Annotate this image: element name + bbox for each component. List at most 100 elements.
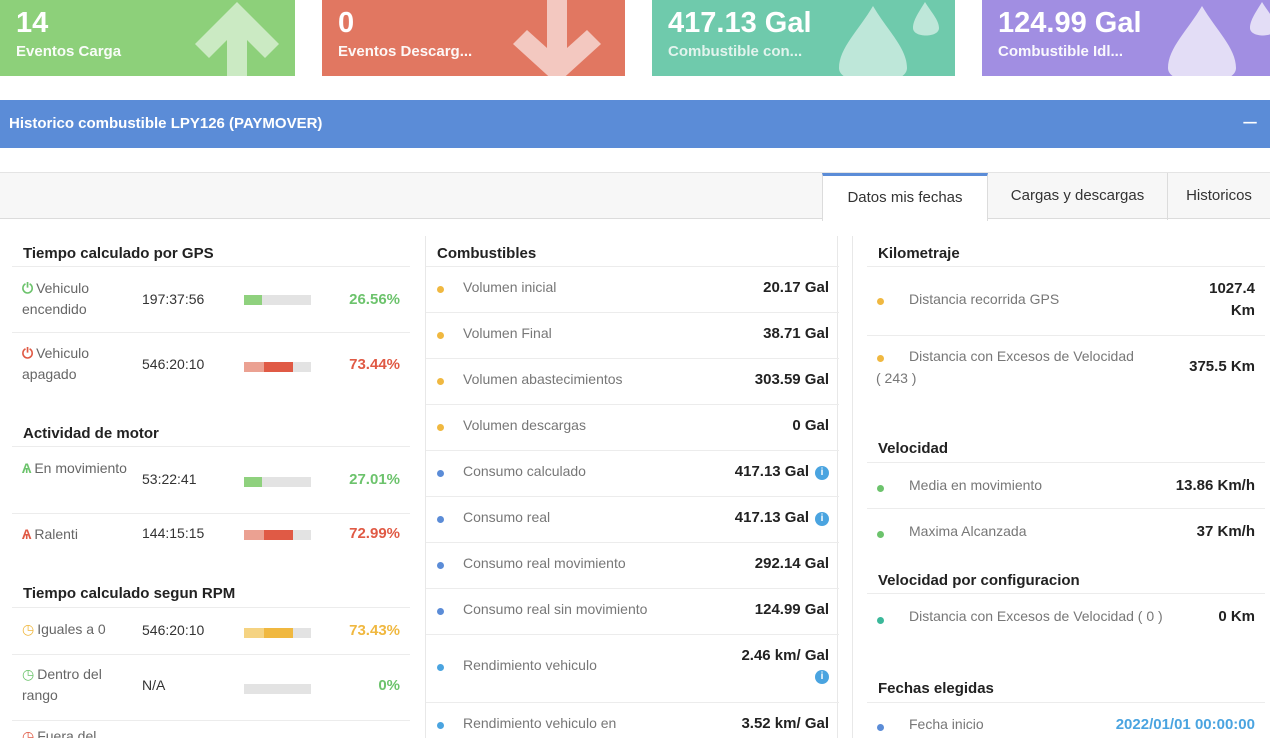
bullet-dot	[437, 286, 444, 293]
card-combustible-consumo[interactable]: 417.13 Gal Combustible con...	[652, 0, 955, 76]
tab-historicos[interactable]: Historicos	[1186, 187, 1252, 204]
bullet-dot	[437, 722, 444, 729]
divider	[426, 634, 839, 635]
row-value: 1027.4 Km	[1209, 280, 1255, 319]
row-label: Rendimiento vehiculo en	[463, 715, 617, 731]
divider	[12, 332, 410, 333]
row-label: ◷ Dentro del rango	[22, 666, 102, 703]
row-dentro-del-rango: ◷ Dentro del rango N/A 0%	[12, 664, 410, 720]
row-label: Consumo calculado	[463, 463, 586, 479]
bullet-dot	[877, 724, 884, 731]
arrow-up-icon	[195, 2, 279, 76]
divider	[426, 358, 839, 359]
row-ralenti: Ѧ Ralenti 144:15:15 72.99%	[12, 522, 410, 552]
info-icon[interactable]: i	[815, 670, 829, 684]
road-icon: Ѧ	[22, 526, 32, 542]
row-label: ⏻ Vehiculo apagado	[22, 345, 90, 382]
divider	[12, 513, 410, 514]
row-value: 0 Km	[1218, 608, 1255, 625]
divider	[426, 542, 839, 543]
row-value: 303.59 Gal	[754, 371, 829, 388]
row-percent: 73.44%	[349, 356, 400, 373]
card-number: 417.13 Gal	[668, 7, 812, 39]
card-eventos-carga[interactable]: 14 Eventos Carga	[0, 0, 295, 76]
row-rendimiento-vehiculo-en: Rendimiento vehiculo en 3.52 km/ Gal	[426, 703, 839, 738]
row-label: Ѧ Ralenti	[22, 526, 78, 542]
row-time: 546:20:10	[142, 356, 205, 372]
power-icon: ⏻	[22, 280, 34, 296]
row-sublabel: ( 243 )	[876, 370, 917, 386]
divider	[867, 702, 1265, 703]
progress-fill	[244, 295, 262, 305]
bullet-dot	[437, 608, 444, 615]
tab-datos-mis-fechas[interactable]: Datos mis fechas	[822, 173, 988, 221]
divider	[867, 335, 1265, 336]
progress-fill	[263, 362, 294, 372]
divider	[12, 266, 410, 267]
card-number: 124.99 Gal	[998, 7, 1142, 39]
row-label: ◷ Iguales a 0	[22, 621, 106, 637]
card-label: Combustible Idl...	[998, 43, 1124, 60]
row-label: Consumo real	[463, 509, 551, 525]
bullet-dot	[437, 516, 444, 523]
info-icon[interactable]: i	[815, 466, 829, 480]
progress-bar	[244, 362, 311, 372]
row-volumen-descargas: Volumen descargas 0 Gal	[426, 405, 839, 451]
tab-cargas-descargas[interactable]: Cargas y descargas	[988, 173, 1168, 220]
collapse-button[interactable]: –	[1243, 108, 1257, 135]
row-label: Distancia con Excesos de Velocidad	[909, 348, 1134, 364]
row-percent: 72.99%	[349, 525, 400, 542]
row-consumo-real: Consumo real 417.13 Gal i	[426, 497, 839, 543]
panel-title: Historico combustible LPY126 (PAYMOVER)	[9, 115, 323, 132]
row-percent: 26.56%	[349, 291, 400, 308]
bullet-dot	[437, 664, 444, 671]
row-consumo-real-movimiento: Consumo real movimiento 292.14 Gal	[426, 543, 839, 589]
row-maxima-alcanzada: Maxima Alcanzada 37 Km/h	[867, 518, 1265, 550]
divider	[12, 446, 410, 447]
row-rendimiento-vehiculo: Rendimiento vehiculo 2.46 km/ Gal i	[426, 635, 839, 703]
row-percent: 27.01%	[349, 471, 400, 488]
row-label: Consumo real movimiento	[463, 555, 626, 571]
row-value: 13.86 Km/h	[1175, 477, 1255, 494]
progress-fill	[244, 530, 264, 540]
row-time: 197:37:56	[142, 291, 205, 307]
row-value: 37 Km/h	[1196, 523, 1255, 540]
row-value: 417.13 Gal i	[735, 509, 829, 526]
progress-bar	[244, 628, 311, 638]
column-tiempos: Tiempo calculado por GPS ⏻ Vehiculo encen…	[12, 236, 410, 738]
divider	[426, 266, 839, 267]
info-icon[interactable]: i	[815, 512, 829, 526]
row-label: ◷ Fuera del	[22, 726, 137, 738]
row-label: ⏻ Vehiculo encendido	[22, 280, 90, 317]
row-label: Maxima Alcanzada	[909, 523, 1027, 539]
divider	[867, 266, 1265, 267]
bullet-dot	[877, 298, 884, 305]
card-combustible-idle[interactable]: 124.99 Gal Combustible Idl...	[982, 0, 1270, 76]
bullet-dot	[877, 485, 884, 492]
gauge-icon: ◷	[22, 666, 35, 682]
card-number: 14	[16, 7, 49, 39]
power-icon: ⏻	[22, 345, 34, 361]
row-distancia-gps: Distancia recorrida GPS 1027.4 Km	[867, 276, 1265, 334]
progress-fill	[263, 628, 294, 638]
divider	[426, 496, 839, 497]
progress-fill	[244, 628, 264, 638]
bullet-dot	[877, 355, 884, 362]
bullet-dot	[437, 470, 444, 477]
card-eventos-descarga[interactable]: 0 Eventos Descarg...	[322, 0, 625, 76]
road-icon: Ѧ	[22, 460, 32, 476]
row-fecha-inicio: Fecha inicio 2022/01/01 00:00:00	[867, 712, 1265, 738]
card-label: Eventos Descarg...	[338, 43, 473, 60]
divider	[426, 702, 839, 703]
row-value: 20.17 Gal	[763, 279, 829, 296]
bullet-dot	[437, 562, 444, 569]
row-value: 0 Gal	[792, 417, 829, 434]
section-title-motor: Actividad de motor	[23, 425, 159, 442]
row-media-movimiento: Media en movimiento 13.86 Km/h	[867, 472, 1265, 504]
panel-header: Historico combustible LPY126 (PAYMOVER) …	[0, 100, 1270, 148]
row-vehiculo-apagado: ⏻ Vehiculo apagado 546:20:10 73.44%	[12, 341, 410, 397]
column-kilometraje: Kilometraje Distancia recorrida GPS 1027…	[852, 236, 1265, 738]
gauge-icon: ◷	[22, 728, 35, 738]
row-volumen-abastecimientos: Volumen abastecimientos 303.59 Gal	[426, 359, 839, 405]
row-value: 3.52 km/ Gal	[741, 715, 829, 732]
